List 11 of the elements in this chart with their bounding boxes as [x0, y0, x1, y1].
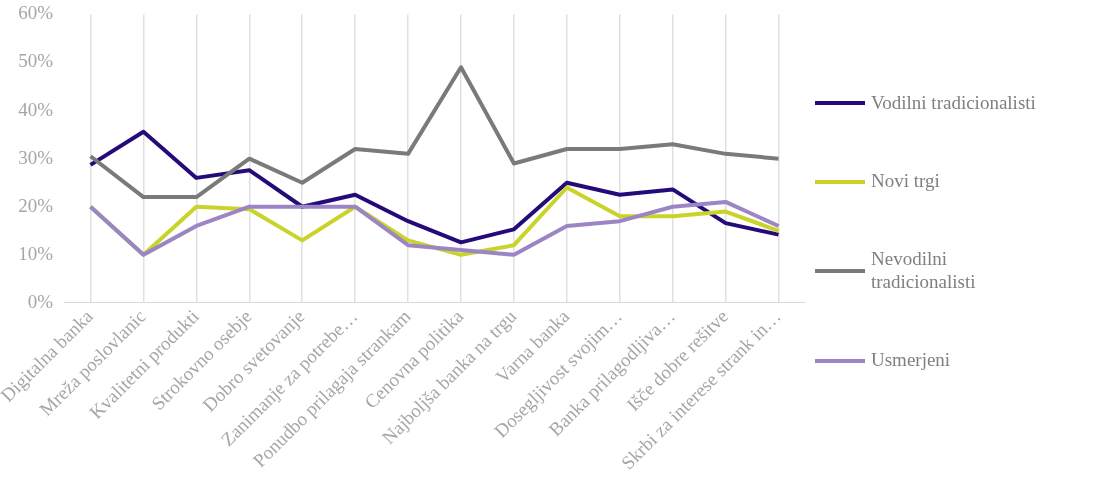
y-tick-label: 0% [27, 290, 54, 312]
y-tick-label: 50% [18, 50, 54, 72]
legend-label: Nevodilni tradicionalisti [871, 248, 977, 294]
y-tick-label: 30% [18, 146, 54, 168]
y-tick-label: 40% [18, 98, 54, 120]
y-tick-label: 10% [18, 242, 54, 264]
legend-label: Usmerjeni [871, 349, 951, 372]
legend-label: Novi trgi [871, 170, 940, 193]
y-tick-label: 20% [18, 194, 54, 216]
y-tick-label: 60% [18, 2, 54, 24]
legend-label: Vodilni tradicionalisti [871, 92, 1036, 115]
